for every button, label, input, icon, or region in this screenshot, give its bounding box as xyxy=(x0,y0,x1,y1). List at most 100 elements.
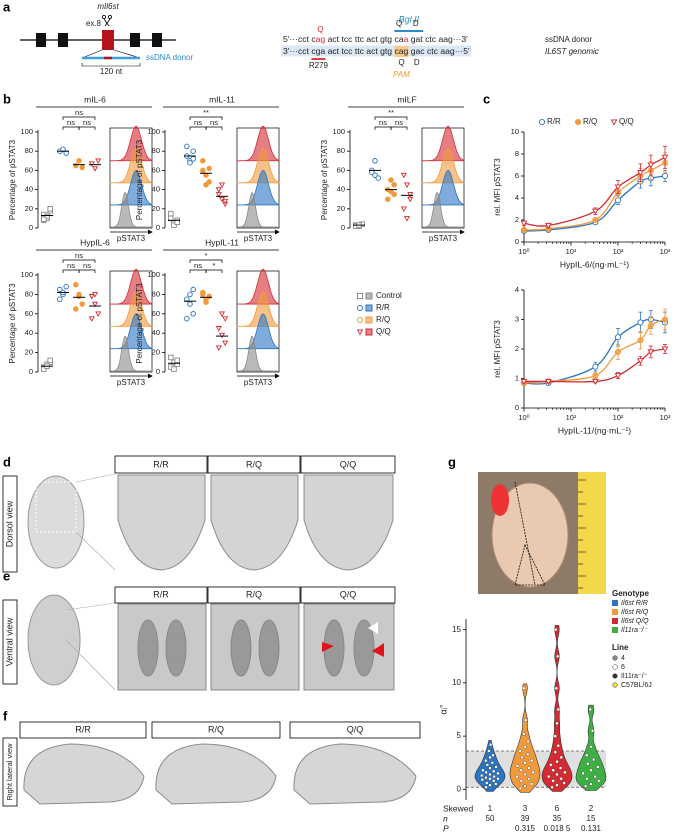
data-point xyxy=(480,773,484,778)
significance: * xyxy=(213,261,216,270)
data-point xyxy=(403,216,411,222)
gene-name: mIl6st xyxy=(97,2,119,11)
data-point xyxy=(529,782,534,786)
subplot-title: mIL-11 xyxy=(209,94,235,104)
data-point xyxy=(637,358,644,365)
x-tick-label: 10² xyxy=(613,413,624,422)
data-point xyxy=(496,777,500,781)
data-point xyxy=(647,322,654,329)
data-point xyxy=(520,378,528,385)
data-point xyxy=(47,206,53,212)
y-tick-label: 4 xyxy=(515,193,519,202)
data-point xyxy=(63,283,69,290)
data-point xyxy=(555,783,559,787)
legend-marker xyxy=(357,305,363,311)
histogram xyxy=(236,125,280,162)
row-value: 0.018 5 xyxy=(544,824,571,833)
y-tick-label: 40 xyxy=(25,328,33,337)
header-box xyxy=(300,586,396,604)
residue-label: R279 xyxy=(309,61,329,70)
significance: ns xyxy=(194,118,202,127)
legend-label: Q/Q xyxy=(619,117,634,126)
data-point xyxy=(222,340,229,347)
arrowhead xyxy=(368,622,378,634)
seq: 5′···cct c xyxy=(283,34,316,44)
row-value: 0.131 xyxy=(581,824,602,833)
histogram-frame xyxy=(109,127,153,229)
histogram xyxy=(110,192,152,228)
histogram xyxy=(109,291,153,327)
data-point xyxy=(187,159,193,166)
sig-bracket xyxy=(390,126,408,130)
view-label: Ventral view xyxy=(4,617,14,666)
data-point xyxy=(583,784,588,788)
ct-images xyxy=(23,743,417,805)
genotype-header: Q/Q xyxy=(340,459,357,469)
ct-images xyxy=(117,474,394,571)
data-point xyxy=(200,158,206,164)
homology-band xyxy=(281,45,471,57)
data-point xyxy=(661,172,669,180)
y-tick-label: 40 xyxy=(25,185,33,194)
data-point xyxy=(553,750,558,754)
data-point xyxy=(585,753,589,757)
data-point xyxy=(637,319,644,326)
data-point xyxy=(637,337,644,344)
data-point xyxy=(488,766,492,770)
data-point xyxy=(73,162,79,169)
data-point xyxy=(549,763,553,767)
aa-label: Q xyxy=(317,25,323,34)
data-point xyxy=(518,749,522,753)
data-point xyxy=(200,167,206,174)
sig-bracket xyxy=(62,259,96,263)
y-tick-label: 0 xyxy=(515,237,519,246)
x-axis-label: pSTAT3 xyxy=(244,378,273,387)
legend-swatch xyxy=(365,292,373,300)
y-tick-label: 60 xyxy=(152,309,160,318)
data-point xyxy=(91,166,99,172)
view-label: Right lateral view xyxy=(5,743,14,801)
data-point xyxy=(73,281,79,288)
histogram-frame xyxy=(421,127,465,229)
legend-label: 4 xyxy=(621,655,625,662)
legend-marker xyxy=(610,119,618,126)
legend-marker xyxy=(538,118,546,126)
y-tick-label: 100 xyxy=(147,127,160,136)
legend-swatch xyxy=(612,609,618,615)
header-box xyxy=(19,721,147,739)
data-point xyxy=(484,770,488,775)
data-point xyxy=(481,768,485,772)
x-axis-label: HypIL-11/(ng·mL⁻¹) xyxy=(558,425,631,435)
data-point xyxy=(614,348,622,356)
y-axis-label: Percentage of pSTAT3 xyxy=(320,139,329,220)
data-point xyxy=(647,349,655,356)
y-tick-label: 80 xyxy=(337,146,345,155)
genotype-header: Q/Q xyxy=(340,589,357,599)
data-point xyxy=(588,707,592,712)
data-point xyxy=(57,296,63,303)
data-point xyxy=(73,306,79,312)
y-tick-label: 15 xyxy=(452,625,461,634)
x-axis-label: pSTAT3 xyxy=(244,234,273,243)
view-box xyxy=(2,737,18,807)
y-tick-label: 20 xyxy=(25,348,33,357)
data-point xyxy=(203,299,209,305)
data-point xyxy=(614,184,622,191)
row-value: 2 xyxy=(589,804,594,813)
seq: ctc aag···3′ xyxy=(423,34,468,44)
sig-bracket xyxy=(189,126,207,130)
data-point xyxy=(592,372,599,379)
data-point xyxy=(492,769,496,773)
data-point xyxy=(184,143,190,150)
y-tick-label: 4 xyxy=(515,285,519,294)
y-axis-label: Percentage of pSTAT3 xyxy=(135,139,144,220)
y-tick-label: 80 xyxy=(25,289,33,298)
sig-bracket xyxy=(189,269,207,273)
skull-thumbnail xyxy=(27,594,81,686)
y-tick-label: 3 xyxy=(515,314,519,323)
exon xyxy=(36,33,46,47)
data-point xyxy=(496,771,500,776)
data-point xyxy=(661,154,669,161)
significance: ns xyxy=(194,261,202,270)
data-point xyxy=(559,777,563,781)
